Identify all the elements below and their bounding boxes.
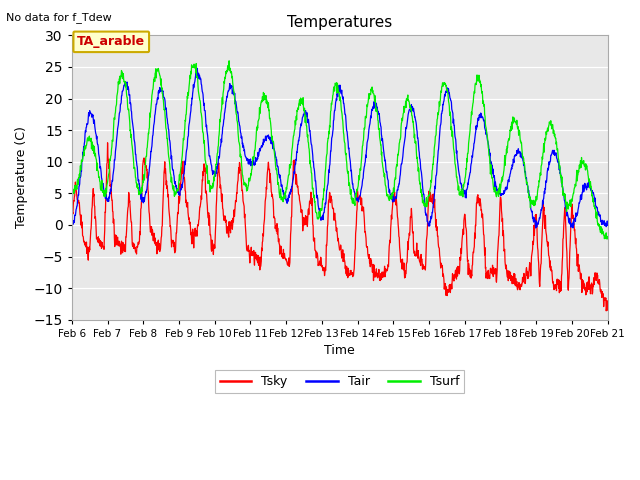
Tsky — [68, 209, 76, 215]
Tsky — [307, 195, 314, 201]
Tsky — [604, 307, 611, 313]
Text: TA_arable: TA_arable — [77, 36, 145, 48]
Tair — [307, 135, 314, 141]
Tsky — [104, 140, 111, 145]
Tsurf — [307, 164, 314, 170]
Tair — [109, 170, 117, 176]
Tair — [373, 104, 381, 110]
Tsurf — [296, 97, 303, 103]
Tair — [193, 65, 201, 71]
Tsurf — [604, 234, 611, 240]
Tsurf — [225, 58, 233, 64]
Tsky — [316, 263, 324, 269]
Title: Temperatures: Temperatures — [287, 15, 392, 30]
Legend: Tsky, Tair, Tsurf: Tsky, Tair, Tsurf — [215, 370, 464, 393]
Text: No data for f_Tdew: No data for f_Tdew — [6, 12, 112, 23]
Tsurf — [373, 108, 381, 114]
Tair — [316, 214, 324, 220]
Line: Tsurf: Tsurf — [72, 61, 607, 239]
Tsky — [373, 270, 381, 276]
Tsurf — [131, 169, 139, 175]
Y-axis label: Temperature (C): Temperature (C) — [15, 127, 28, 228]
Tsurf — [68, 189, 76, 195]
Tsky — [296, 197, 303, 203]
Tsurf — [316, 211, 324, 217]
X-axis label: Time: Time — [324, 344, 355, 357]
Tsurf — [603, 236, 611, 242]
Tair — [296, 134, 303, 140]
Tair — [532, 225, 540, 231]
Tsurf — [109, 130, 117, 136]
Tsky — [132, 249, 140, 254]
Line: Tsky: Tsky — [72, 143, 607, 311]
Tair — [131, 144, 139, 150]
Tair — [68, 219, 76, 225]
Tair — [604, 223, 611, 228]
Tsky — [110, 216, 118, 222]
Tsky — [602, 308, 610, 314]
Line: Tair: Tair — [72, 68, 607, 228]
